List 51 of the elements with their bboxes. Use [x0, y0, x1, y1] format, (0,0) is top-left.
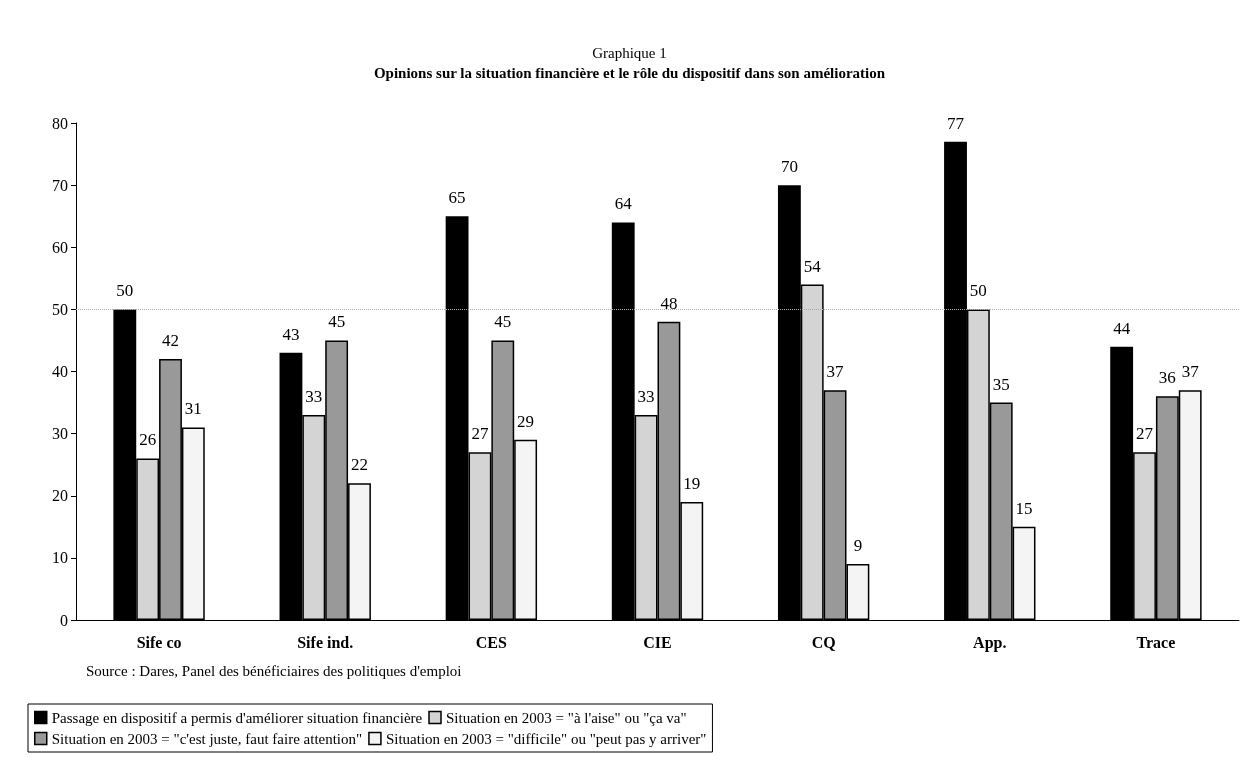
- legend-label: Situation en 2003 = "c'est juste, faut faire attention": [51, 730, 363, 747]
- data-label: 9: [853, 536, 863, 556]
- legend-label: Passage en dispositif a permis d'améliorer situation financière: [51, 709, 423, 726]
- chart-subtitle: Graphique 1: [592, 44, 667, 61]
- x-tick-label: CQ: [811, 633, 836, 651]
- data-label: 37: [1181, 362, 1200, 382]
- legend-label: Situation en 2003 = "difficile" ou "peut pas y arriver": [385, 730, 707, 747]
- data-label: 19: [683, 473, 701, 493]
- data-label: 27: [1136, 424, 1154, 444]
- data-label: 29: [517, 411, 535, 431]
- data-label: 33: [305, 386, 323, 406]
- y-tick-label: 50: [52, 300, 68, 318]
- data-label: 35: [992, 374, 1010, 394]
- data-label: 42: [161, 331, 179, 351]
- source-note: Source : Dares, Panel des bénéficiaires des politiques d'emploi: [86, 662, 462, 679]
- data-label: 44: [1113, 318, 1131, 338]
- y-tick-label: 0: [60, 611, 68, 629]
- data-label: 36: [1158, 368, 1176, 388]
- data-label: 48: [660, 293, 678, 313]
- data-label: 45: [328, 312, 346, 332]
- x-tick-label: Trace: [1136, 633, 1176, 651]
- data-label: 27: [471, 424, 489, 444]
- y-tick-label: 20: [52, 487, 68, 505]
- data-label: 31: [184, 399, 202, 419]
- data-label: 54: [803, 256, 822, 276]
- data-label: 50: [116, 281, 134, 301]
- y-tick-label: 70: [52, 176, 68, 194]
- y-tick-label: 80: [52, 114, 68, 132]
- data-label: 26: [139, 430, 157, 450]
- y-tick-label: 40: [52, 363, 68, 380]
- data-label: 77: [947, 113, 965, 133]
- x-tick-label: CES: [475, 633, 508, 651]
- data-label: 43: [282, 324, 300, 344]
- data-label: 70: [780, 157, 798, 177]
- data-label: 50: [969, 281, 987, 301]
- x-tick-label: Sife co: [136, 633, 182, 651]
- data-label: 65: [448, 188, 466, 208]
- data-label: 45: [494, 312, 512, 332]
- x-tick-label: Sife ind.: [297, 633, 354, 651]
- x-tick-label: CIE: [643, 633, 672, 651]
- data-label: 64: [614, 194, 633, 214]
- legend-label: Situation en 2003 = "à l'aise" ou "ça va": [446, 709, 687, 726]
- x-tick-label: App.: [973, 633, 1007, 652]
- y-tick-label: 30: [52, 425, 68, 443]
- y-tick-label: 60: [52, 238, 68, 256]
- data-label: 22: [350, 455, 368, 475]
- data-label: 37: [826, 362, 845, 382]
- data-label: 33: [637, 386, 655, 406]
- y-tick-label: 10: [52, 549, 68, 567]
- chart-title: Opinions sur la situation financière et le rôle du dispositif dans son amélioration: [373, 64, 886, 81]
- data-label: 15: [1015, 498, 1033, 518]
